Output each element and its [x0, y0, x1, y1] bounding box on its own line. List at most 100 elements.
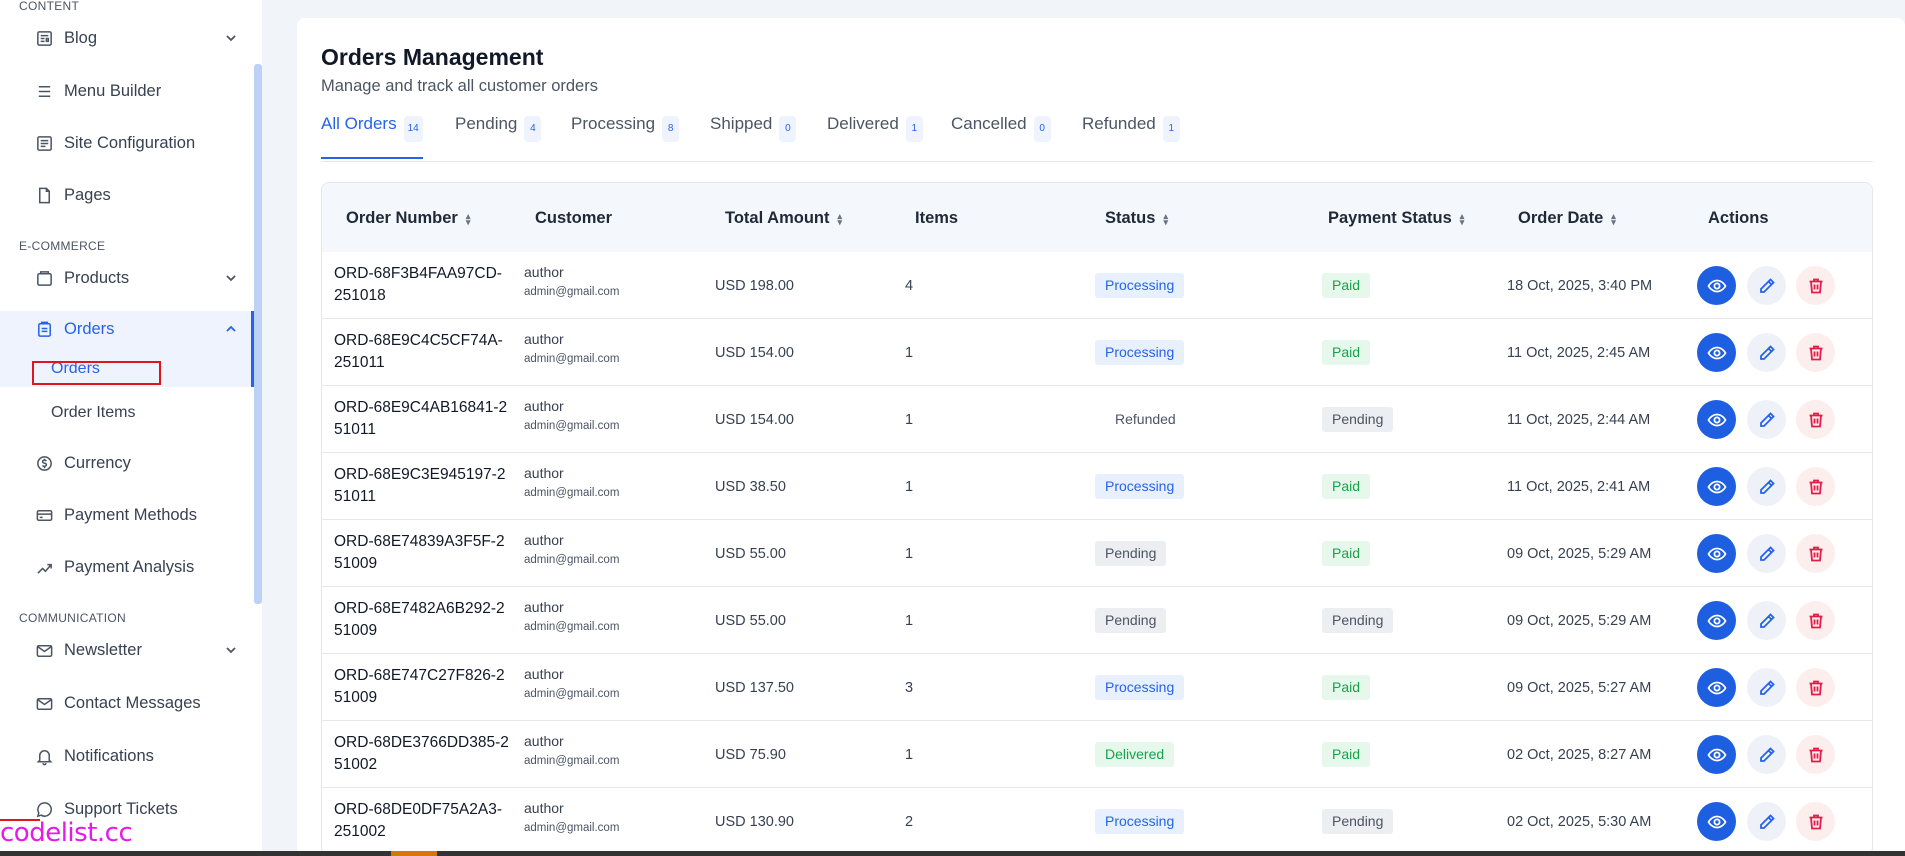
pencil-icon [1757, 477, 1777, 497]
header-label: Actions [1708, 209, 1769, 227]
tab-shipped[interactable]: Shipped 0 [710, 114, 797, 158]
highlight-box [32, 361, 161, 385]
sort-icon[interactable]: ▴ ▾ [837, 210, 843, 227]
sidebar-subitem-order-items[interactable]: Order Items [51, 404, 136, 421]
delete-button[interactable] [1796, 735, 1835, 774]
view-button[interactable] [1697, 333, 1736, 372]
total-amount: USD 154.00 [715, 345, 794, 361]
tab-cancelled[interactable]: Cancelled 0 [951, 114, 1051, 158]
sidebar-item-blog[interactable]: Blog [34, 23, 244, 53]
sidebar-scrollbar[interactable] [254, 64, 262, 604]
view-button[interactable] [1697, 802, 1736, 841]
column-header-order-date[interactable]: Order Date ▴ ▾ [1518, 209, 1616, 228]
delete-button[interactable] [1796, 266, 1835, 305]
sidebar-item-contact-messages[interactable]: Contact Messages [34, 688, 244, 718]
header-label: Status [1105, 209, 1156, 227]
sidebar-item-products[interactable]: Products [34, 263, 244, 293]
delete-button[interactable] [1796, 467, 1835, 506]
sort-icon[interactable]: ▴ ▾ [1163, 210, 1168, 227]
edit-button[interactable] [1747, 400, 1786, 439]
sort-icon[interactable]: ▴ ▾ [1459, 210, 1465, 227]
view-button[interactable] [1697, 601, 1736, 640]
payment-status-badge: Paid [1322, 675, 1371, 700]
table-row: ORD-68E747C27F826-251009 author admin@gmai… [322, 654, 1872, 721]
sort-icon[interactable]: ▴ ▾ [1611, 210, 1616, 227]
section-label-communication: COMMUNICATION [19, 611, 127, 625]
pencil-icon [1757, 410, 1777, 430]
tab-all-orders[interactable]: All Orders 14 [321, 114, 423, 159]
tab-delivered[interactable]: Delivered 1 [827, 114, 923, 158]
watermark-underline [0, 819, 40, 821]
view-button[interactable] [1697, 735, 1736, 774]
mail-open-icon [34, 640, 54, 660]
column-header-payment-status[interactable]: Payment Status ▴ ▾ [1328, 209, 1464, 228]
sidebar-item-notifications[interactable]: Notifications [34, 741, 244, 771]
tab-refunded[interactable]: Refunded 1 [1082, 114, 1180, 158]
sidebar-item-site-configuration[interactable]: Site Configuration [34, 128, 244, 158]
table-row: ORD-68E7482A6B292-251009 author admin@gmai… [322, 587, 1872, 654]
sidebar-item-newsletter[interactable]: Newsletter [34, 635, 244, 665]
order-date: 18 Oct, 2025, 3:40 PM [1507, 278, 1653, 294]
order-number: ORD-68E9C3E945197-251011 [334, 466, 506, 505]
delete-button[interactable] [1796, 400, 1835, 439]
sidebar-item-payment-analysis[interactable]: Payment Analysis [34, 552, 244, 582]
status-badge: Refunded [1115, 411, 1176, 427]
sidebar-item-menu-builder[interactable]: Menu Builder [34, 76, 244, 106]
delete-button[interactable] [1796, 601, 1835, 640]
table-row: ORD-68DE0DF75A2A3-251002 author admin@gmai… [322, 788, 1872, 855]
tab-count-badge: 8 [662, 116, 680, 142]
credit-card-icon [34, 505, 54, 525]
order-number: ORD-68E9C4C5CF74A-251011 [334, 332, 503, 371]
tab-processing[interactable]: Processing 8 [571, 114, 680, 158]
view-button[interactable] [1697, 400, 1736, 439]
delete-button[interactable] [1796, 668, 1835, 707]
payment-status-badge: Paid [1322, 541, 1371, 566]
edit-button[interactable] [1747, 467, 1786, 506]
delete-button[interactable] [1796, 802, 1835, 841]
column-header-status[interactable]: Status ▴ ▾ [1105, 209, 1168, 228]
sidebar-item-orders[interactable]: Orders [34, 314, 244, 344]
column-header-actions: Actions [1708, 209, 1769, 228]
payment-status-badge: Paid [1322, 273, 1371, 298]
edit-button[interactable] [1747, 802, 1786, 841]
page-subtitle: Manage and track all customer orders [321, 77, 598, 95]
column-header-total-amount[interactable]: Total Amount ▴ ▾ [725, 209, 842, 228]
edit-button[interactable] [1747, 601, 1786, 640]
tab-pending[interactable]: Pending 4 [455, 114, 542, 158]
edit-button[interactable] [1747, 333, 1786, 372]
trash-icon [1806, 276, 1826, 296]
sidebar-item-payment-methods[interactable]: Payment Methods [34, 500, 244, 530]
customer-name: author [524, 532, 564, 548]
chevron-down-icon[interactable] [224, 643, 238, 657]
edit-button[interactable] [1747, 534, 1786, 573]
chevron-down-icon[interactable] [224, 31, 238, 45]
order-number: ORD-68DE3766DD385-251002 [334, 734, 509, 773]
chevron-up-icon[interactable] [224, 322, 238, 336]
sidebar-subitem-orders[interactable]: Orders [51, 360, 100, 377]
tab-label: Delivered [827, 114, 899, 133]
sidebar-item-support-tickets[interactable]: Support Tickets [34, 794, 244, 824]
customer-cell: author admin@gmail.com [524, 532, 619, 566]
sidebar-item-pages[interactable]: Pages [34, 180, 244, 210]
delete-button[interactable] [1796, 534, 1835, 573]
customer-cell: author admin@gmail.com [524, 666, 619, 700]
view-button[interactable] [1697, 266, 1736, 305]
edit-button[interactable] [1747, 668, 1786, 707]
tab-label: Pending [455, 114, 518, 133]
sidebar-item-currency[interactable]: Currency [34, 448, 244, 478]
view-button[interactable] [1697, 534, 1736, 573]
delete-button[interactable] [1796, 333, 1835, 372]
payment-status-badge: Pending [1322, 809, 1394, 834]
total-amount: USD 154.00 [715, 412, 794, 428]
view-button[interactable] [1697, 467, 1736, 506]
header-label: Order Date [1518, 209, 1604, 227]
sort-icon[interactable]: ▴ ▾ [465, 210, 471, 227]
view-button[interactable] [1697, 668, 1736, 707]
chevron-down-icon[interactable] [224, 271, 238, 285]
pencil-icon [1757, 343, 1777, 363]
column-header-order-number[interactable]: Order Number ▴ ▾ [346, 209, 470, 228]
payment-status-badge: Pending [1322, 407, 1394, 432]
edit-button[interactable] [1747, 735, 1786, 774]
edit-button[interactable] [1747, 266, 1786, 305]
total-amount: USD 130.90 [715, 814, 794, 830]
